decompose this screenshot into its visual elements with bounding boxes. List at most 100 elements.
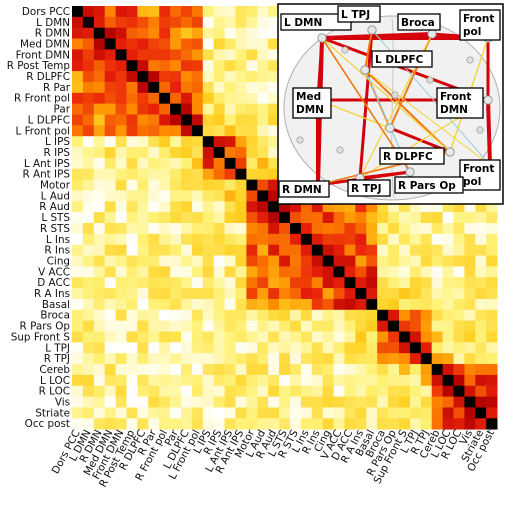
heatmap-cell [115, 298, 127, 311]
heatmap-cell [181, 49, 193, 61]
heatmap-cell [170, 147, 182, 159]
network-node-label: Med DMN [296, 91, 324, 116]
heatmap-cell [290, 277, 302, 289]
network-node [483, 95, 493, 105]
heatmap-cell [333, 223, 345, 235]
network-edge [389, 33, 433, 129]
heatmap-cell [115, 201, 127, 213]
heatmap-cell [93, 190, 106, 202]
heatmap-cell [268, 92, 280, 105]
heatmap-cell [344, 353, 356, 365]
heatmap-cell [246, 342, 258, 354]
heatmap-cell [213, 6, 225, 18]
heatmap-cell [191, 179, 204, 191]
heatmap-cell [322, 364, 334, 376]
heatmap-cell [431, 223, 443, 235]
heatmap-cell [388, 364, 400, 376]
heatmap-cell [213, 125, 225, 137]
heatmap-cell [442, 353, 454, 365]
heatmap-cell [72, 277, 84, 289]
heatmap-cell [268, 309, 280, 322]
heatmap-cell [148, 277, 160, 289]
heatmap-cell [486, 374, 498, 387]
heatmap-cell [115, 92, 127, 105]
heatmap-cell [257, 385, 269, 397]
heatmap-cell [311, 223, 324, 235]
heatmap-cell [257, 331, 269, 343]
heatmap-cell [148, 407, 160, 419]
heatmap-cell [475, 353, 487, 365]
heatmap-cell [115, 418, 127, 430]
heatmap-cell [377, 223, 389, 235]
heatmap-cell [268, 179, 280, 191]
heatmap-cell [181, 353, 193, 365]
heatmap-cell [202, 277, 215, 289]
heatmap-cell [126, 418, 138, 430]
heatmap-cell [235, 364, 247, 376]
heatmap-cell [170, 364, 182, 376]
network-node [336, 146, 344, 154]
row-tick-label: R Par [43, 82, 71, 94]
heatmap-cell [388, 244, 400, 256]
heatmap-cell [148, 342, 160, 354]
heatmap-cell [279, 266, 291, 278]
heatmap-cell [300, 233, 313, 246]
network-node-label: R Pars Op [398, 180, 456, 192]
heatmap-cell [104, 298, 116, 311]
heatmap-cell [148, 114, 160, 126]
heatmap-cell [388, 212, 400, 224]
heatmap-cell [344, 374, 356, 387]
heatmap-cell [268, 147, 280, 159]
heatmap-cell [268, 81, 280, 94]
heatmap-cell [224, 385, 236, 397]
heatmap-cell [464, 244, 476, 256]
network-label-box [337, 5, 381, 23]
heatmap-cell [181, 331, 193, 343]
heatmap-cell [72, 114, 84, 126]
heatmap-cell [333, 309, 345, 322]
heatmap-cell [311, 418, 324, 430]
network-edge [358, 170, 412, 180]
heatmap-cell [333, 418, 345, 430]
heatmap-cell [72, 374, 84, 387]
heatmap-cell [431, 309, 443, 322]
row-tick-label: Dors PCC [22, 6, 70, 18]
heatmap-cell [82, 190, 95, 202]
row-tick-label: Med DMN [20, 38, 70, 50]
heatmap-cell [268, 6, 280, 18]
heatmap-cell [333, 320, 345, 332]
heatmap-cell [93, 277, 106, 289]
heatmap-cell [191, 396, 204, 408]
heatmap-cell [72, 331, 84, 343]
heatmap-cell [388, 201, 400, 213]
network-node-label: Front pol [463, 13, 494, 38]
heatmap-cell [181, 266, 193, 278]
heatmap-cell [453, 201, 465, 213]
heatmap-cell [290, 266, 302, 278]
heatmap-cell [170, 6, 182, 18]
heatmap-cell [399, 320, 411, 332]
heatmap-cell [93, 136, 106, 148]
heatmap-cell [290, 418, 302, 430]
heatmap-cell [170, 233, 182, 246]
heatmap-cell [399, 331, 411, 343]
heatmap-cell [257, 418, 269, 430]
heatmap-cell [366, 342, 378, 354]
heatmap-cell [290, 407, 302, 419]
heatmap-cell [486, 223, 498, 235]
network-node-label: L TPJ [341, 9, 370, 21]
heatmap-cell [137, 364, 149, 376]
heatmap-cell [475, 288, 487, 300]
heatmap-cell [181, 16, 193, 29]
heatmap-cell [181, 277, 193, 289]
network-edge [364, 69, 451, 153]
heatmap-cell [464, 288, 476, 300]
heatmap-cell [235, 266, 247, 278]
heatmap-cell [453, 266, 465, 278]
heatmap-cell [224, 38, 236, 50]
heatmap-cell [235, 147, 247, 159]
heatmap-cell [115, 157, 127, 170]
heatmap-cell [279, 418, 291, 430]
heatmap-cell [409, 212, 422, 224]
heatmap-cell [246, 233, 258, 246]
